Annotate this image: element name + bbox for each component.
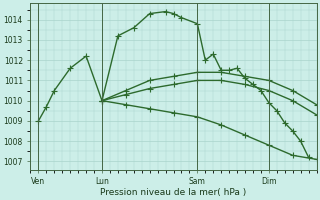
X-axis label: Pression niveau de la mer( hPa ): Pression niveau de la mer( hPa ) [100,188,247,197]
